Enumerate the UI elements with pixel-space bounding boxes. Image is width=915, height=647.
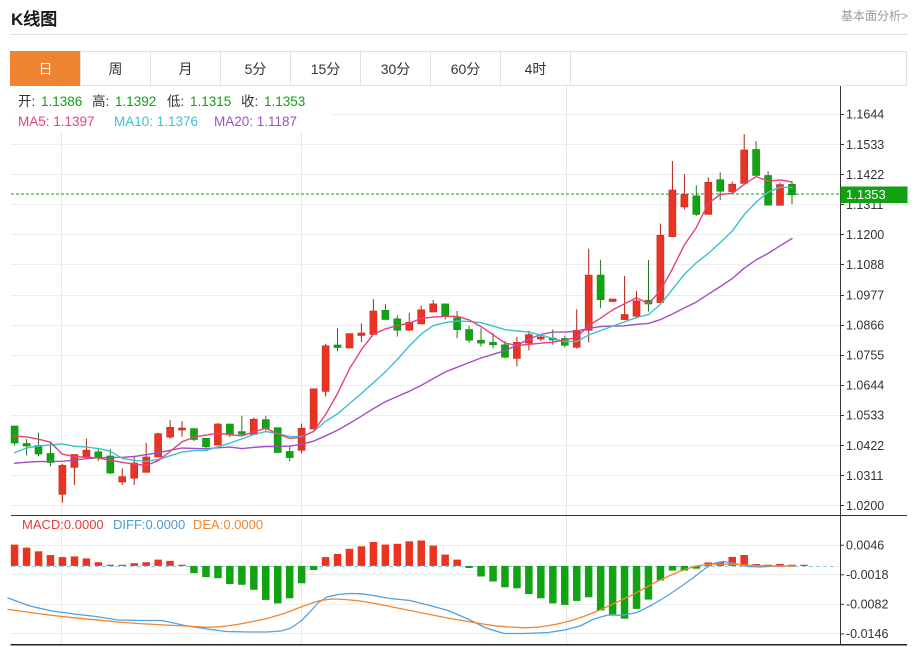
svg-text:-0.0018: -0.0018	[846, 568, 888, 582]
svg-text:MA10: 1.1376: MA10: 1.1376	[114, 114, 198, 129]
svg-text:1.1353: 1.1353	[846, 187, 886, 202]
svg-text:1.0755: 1.0755	[846, 349, 884, 363]
svg-text:1.1644: 1.1644	[846, 108, 884, 122]
svg-text:1.1315: 1.1315	[190, 94, 231, 109]
svg-text:1.0977: 1.0977	[846, 288, 884, 302]
svg-text:开:: 开:	[18, 94, 35, 109]
svg-text:1.0866: 1.0866	[846, 318, 884, 332]
svg-text:低:: 低:	[167, 94, 184, 109]
svg-text:1.1088: 1.1088	[846, 258, 884, 272]
svg-text:1.1392: 1.1392	[115, 94, 156, 109]
svg-text:MA20: 1.1187: MA20: 1.1187	[214, 114, 297, 129]
svg-text:1.1353: 1.1353	[264, 94, 305, 109]
svg-text:0.0046: 0.0046	[846, 538, 884, 552]
svg-text:1.0200: 1.0200	[846, 499, 884, 513]
svg-text:DEA:0.0000: DEA:0.0000	[193, 517, 263, 532]
svg-text:-0.0146: -0.0146	[846, 627, 888, 641]
svg-text:1.1422: 1.1422	[846, 168, 884, 182]
svg-text:MA5: 1.1397: MA5: 1.1397	[18, 114, 95, 129]
svg-text:1.0311: 1.0311	[846, 469, 883, 483]
svg-text:收:: 收:	[241, 94, 258, 109]
svg-text:1.1200: 1.1200	[846, 228, 884, 242]
svg-text:高:: 高:	[92, 93, 109, 109]
svg-text:-0.0082: -0.0082	[846, 598, 888, 612]
svg-text:MACD:0.0000: MACD:0.0000	[22, 517, 104, 532]
svg-text:1.1533: 1.1533	[846, 138, 884, 152]
svg-text:1.0533: 1.0533	[846, 409, 884, 423]
svg-text:DIFF:0.0000: DIFF:0.0000	[113, 517, 185, 532]
svg-text:1.1386: 1.1386	[41, 94, 82, 109]
svg-text:1.0422: 1.0422	[846, 439, 884, 453]
svg-text:1.0644: 1.0644	[846, 379, 884, 393]
